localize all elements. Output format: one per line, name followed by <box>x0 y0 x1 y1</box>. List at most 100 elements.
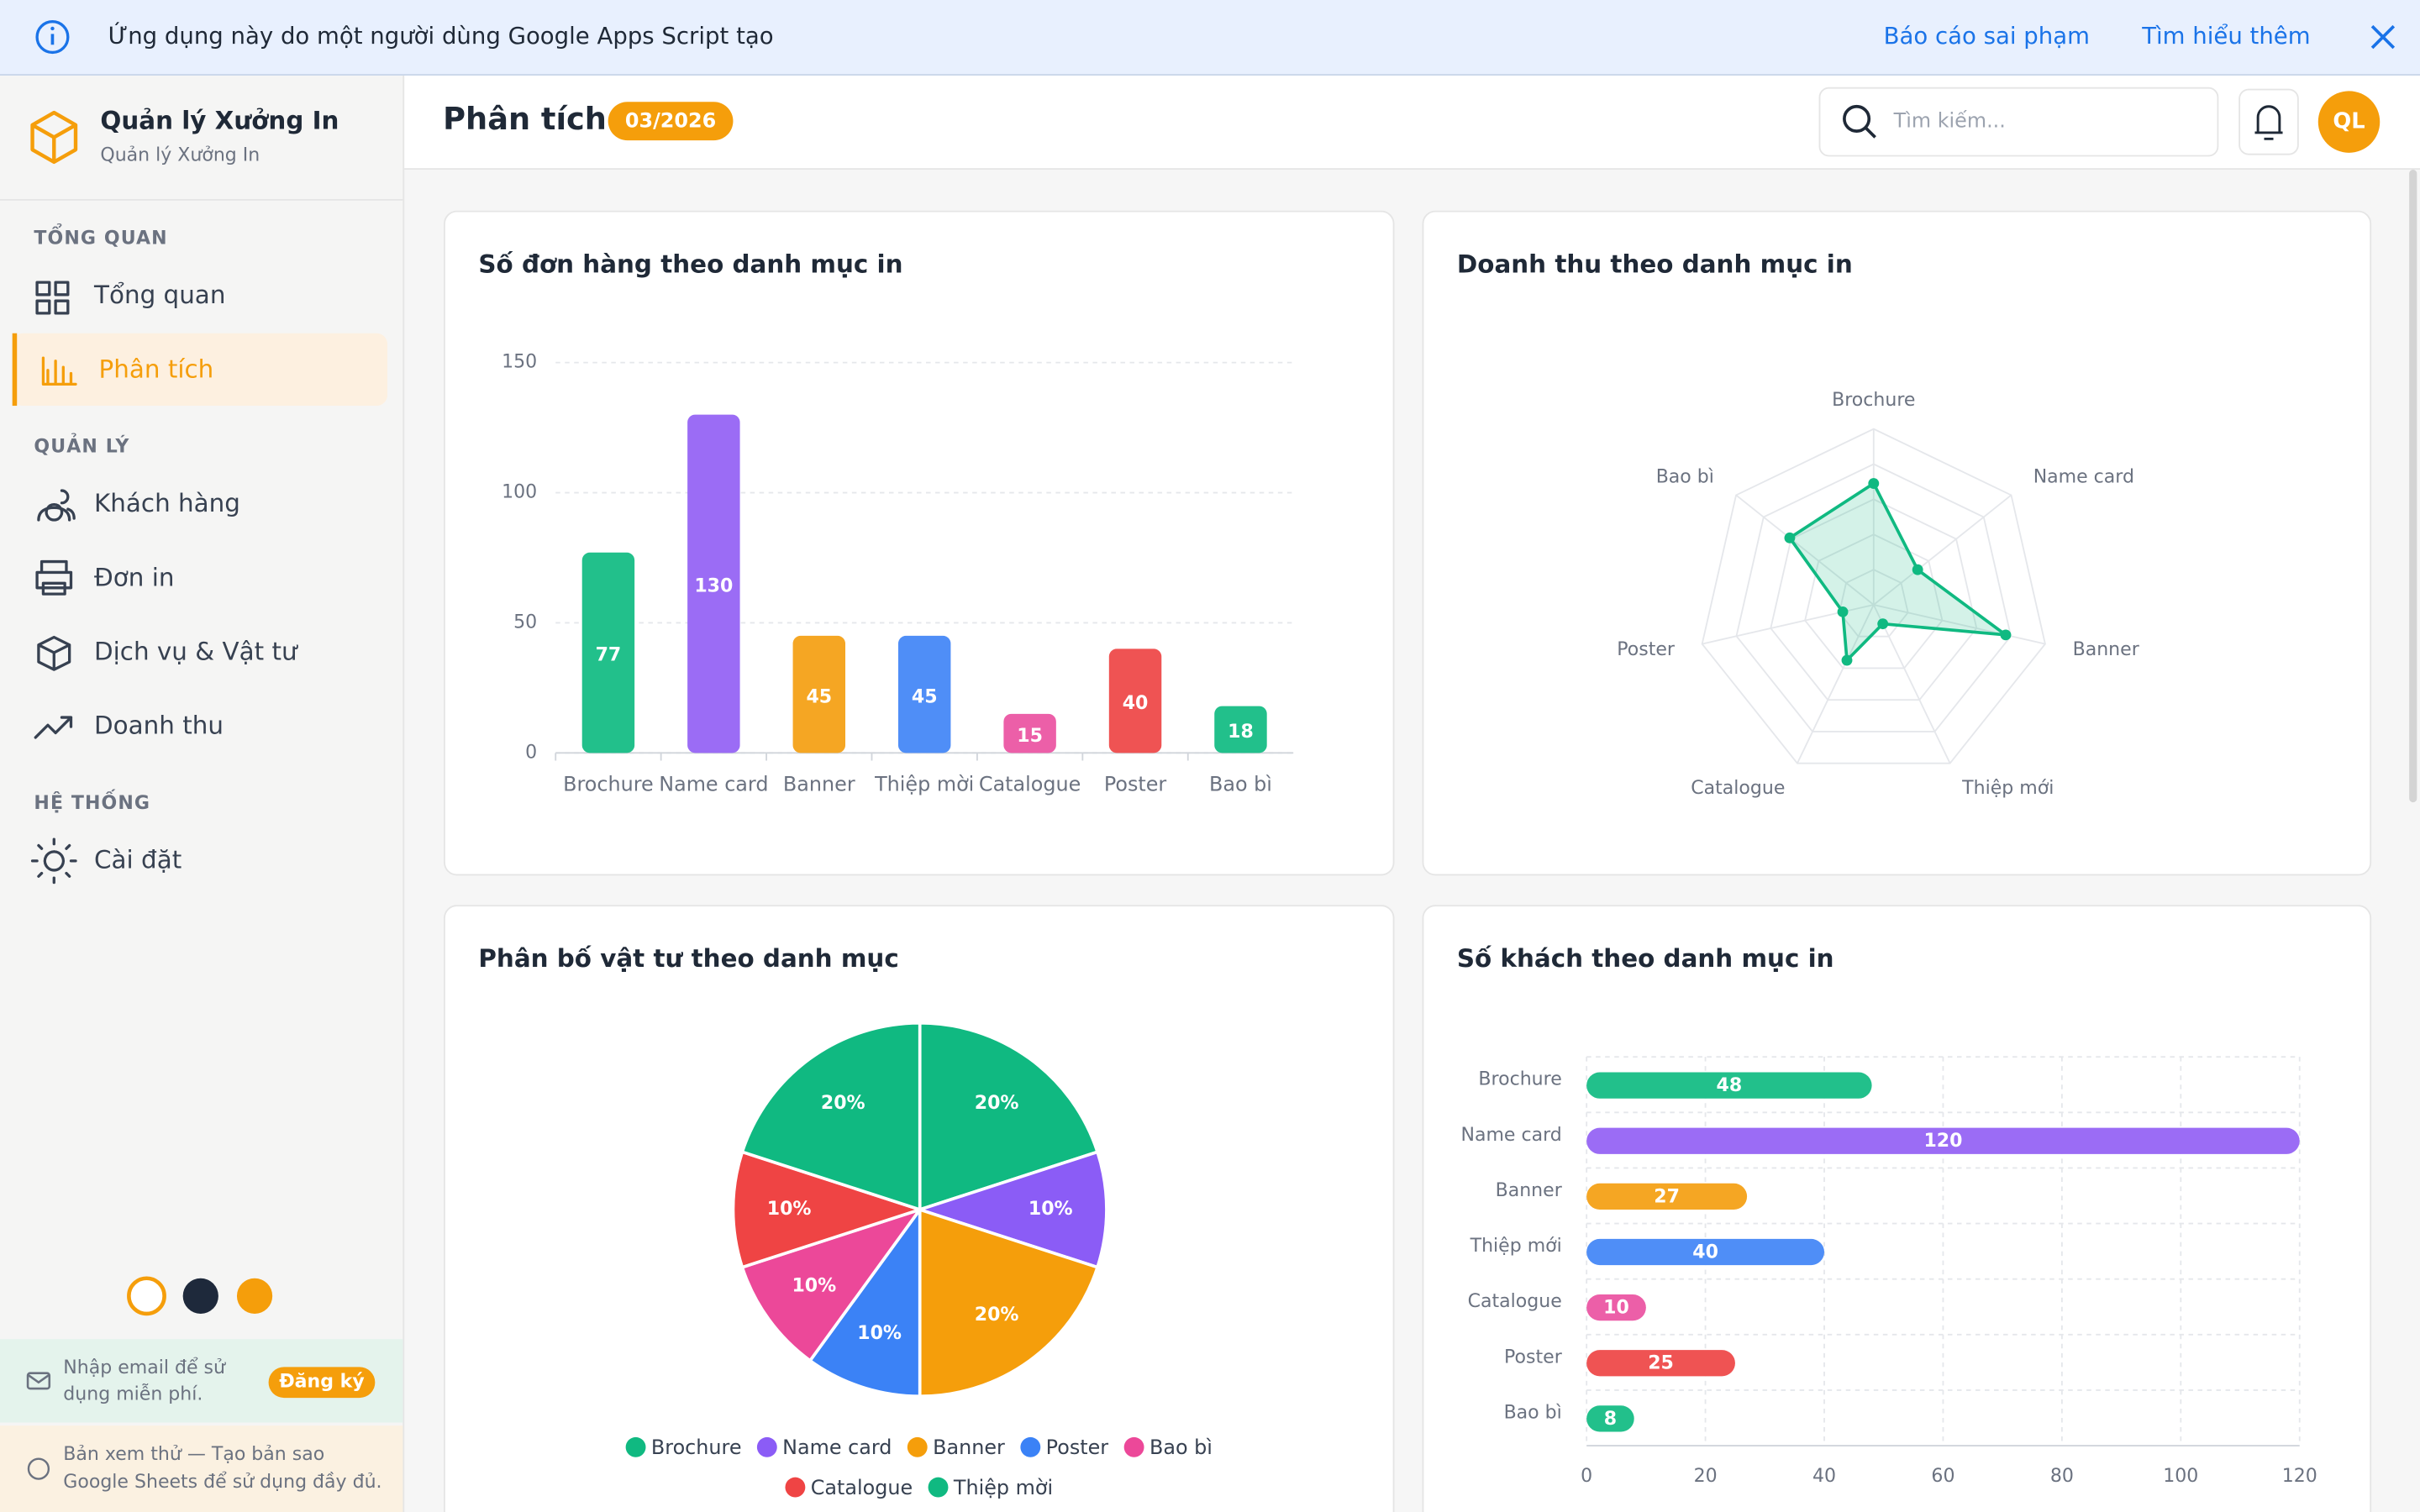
chart-card <box>1422 210 2372 876</box>
app-logo <box>30 110 78 165</box>
nav-icon <box>37 635 71 671</box>
notification-button[interactable] <box>2238 88 2299 155</box>
theme-orange[interactable] <box>236 1278 273 1314</box>
pie-value-label: 10% <box>1028 1199 1073 1220</box>
chart-card <box>1422 905 2372 1512</box>
x-tick-label: 20 <box>1694 1466 1718 1487</box>
y-tick-label: 150 <box>502 352 537 373</box>
nav-item[interactable]: Cài đặt <box>94 845 182 874</box>
legend-swatch <box>625 1436 646 1457</box>
nav-icon <box>30 837 77 885</box>
bar-value-label: 15 <box>1017 726 1043 747</box>
radar-spoke <box>1872 604 1951 764</box>
legend-item: Brochure <box>625 1436 742 1459</box>
y-tick-label: Thiệp mới <box>1470 1236 1562 1257</box>
radar-point <box>1868 478 1880 489</box>
search-placeholder: Tìm kiếm... <box>1893 109 2006 133</box>
search-box[interactable] <box>1818 87 2219 157</box>
x-tick-label: 120 <box>2282 1466 2317 1487</box>
banner-text: Ứng dụng này do một người dùng Google Ap… <box>108 21 774 50</box>
x-tick-label: Catalogue <box>979 772 1081 795</box>
close-button[interactable] <box>2370 24 2396 50</box>
bar-value-label: 8 <box>1604 1409 1617 1430</box>
y-tick-label: 0 <box>525 742 537 763</box>
scrollbar[interactable] <box>2409 170 2417 803</box>
nav-icon <box>37 489 76 522</box>
radar-grid <box>1804 533 1944 669</box>
avatar-initials[interactable]: QL <box>2333 109 2365 134</box>
bar-value-label: 25 <box>1648 1353 1674 1374</box>
bar-value-label: 40 <box>1692 1242 1718 1263</box>
radar-grid <box>1701 428 2046 764</box>
search-icon <box>1865 127 1876 139</box>
radar-point <box>1837 606 1849 617</box>
legend-label: Catalogue <box>811 1476 913 1499</box>
bar-value-label: 27 <box>1654 1186 1680 1207</box>
radar-axis-label: Banner <box>2073 639 2140 660</box>
signup-label[interactable]: Đăng ký <box>279 1372 364 1393</box>
bar <box>1586 1405 1634 1432</box>
bar-value-label: 18 <box>1228 722 1254 743</box>
report-link[interactable]: Báo cáo sai phạm <box>1884 23 2090 50</box>
nav-item[interactable]: Dịch vụ & Vật tư <box>94 637 298 665</box>
x-tick-label: 60 <box>1931 1466 1954 1487</box>
radar-axis-label: Poster <box>1617 639 1676 660</box>
signup-button[interactable] <box>268 1367 376 1399</box>
bar-value-label: 48 <box>1717 1075 1743 1096</box>
radar-spoke <box>1735 494 1875 606</box>
bar <box>687 414 740 753</box>
radar-point <box>1877 618 1889 630</box>
legend-item: Bao bì <box>1123 1436 1213 1459</box>
pie-value-label: 10% <box>792 1275 836 1296</box>
legend-swatch <box>1020 1436 1041 1457</box>
theme-dark[interactable] <box>182 1278 218 1314</box>
x-tick-label: 40 <box>1812 1466 1836 1487</box>
email-prompt: dụng miễn phí. <box>63 1383 203 1404</box>
legend-item: Poster <box>1020 1436 1108 1459</box>
bar-value-label: 40 <box>1123 693 1149 714</box>
nav-item[interactable]: Doanh thu <box>94 711 224 740</box>
nav-icon <box>35 559 73 596</box>
nav-item[interactable]: Phân tích <box>99 354 214 383</box>
x-tick-label: Bao bì <box>1209 772 1272 795</box>
legend-label: Name card <box>782 1436 892 1459</box>
radar-spoke <box>1873 494 2012 606</box>
legend-label: Bao bì <box>1150 1436 1213 1459</box>
pie-slice <box>918 1207 1100 1399</box>
nav-item[interactable]: Tổng quan <box>93 280 225 309</box>
bar <box>581 552 635 753</box>
legend-swatch <box>785 1477 806 1498</box>
y-tick-label: Brochure <box>1478 1069 1561 1090</box>
theme-light[interactable] <box>127 1276 166 1316</box>
x-tick-label: Banner <box>783 772 855 795</box>
info-icon <box>50 26 55 31</box>
pie-slice <box>914 1150 1108 1269</box>
page-title: Phân tích <box>443 101 607 137</box>
nav-item[interactable]: Đơn in <box>94 563 174 591</box>
mail-icon <box>26 1372 51 1390</box>
radar-axis-label: Thiệp mới <box>1961 778 2054 799</box>
bar-value-label: 10 <box>1603 1298 1629 1319</box>
y-tick-label: Bao bì <box>1504 1402 1562 1423</box>
avatar[interactable] <box>2317 91 2381 153</box>
x-tick-label: Thiệp mời <box>874 772 974 795</box>
legend-item: Name card <box>756 1436 892 1459</box>
legend-swatch <box>928 1477 949 1498</box>
legend-item: Thiệp mời <box>928 1476 1053 1499</box>
legend-item: Banner <box>907 1436 1005 1459</box>
bar <box>1003 713 1056 753</box>
learn-more-link[interactable]: Tìm hiểu thêm <box>2141 23 2310 50</box>
pie-slice <box>740 1206 924 1363</box>
pie-slice <box>918 1021 1100 1212</box>
radar-grid <box>1770 498 1978 701</box>
pie-value-label: 20% <box>975 1093 1019 1114</box>
preview-note: Google Sheets để sử dụng đầy đủ. <box>63 1472 381 1493</box>
y-tick-label: 100 <box>502 482 537 503</box>
nav-section-title: HỆ THỐNG <box>34 790 150 814</box>
bar <box>1214 706 1267 753</box>
pie-slice <box>740 1021 922 1212</box>
x-tick-label: 80 <box>2050 1466 2074 1487</box>
nav-item[interactable]: Khách hàng <box>94 489 240 517</box>
y-tick-label: Name card <box>1460 1125 1561 1146</box>
